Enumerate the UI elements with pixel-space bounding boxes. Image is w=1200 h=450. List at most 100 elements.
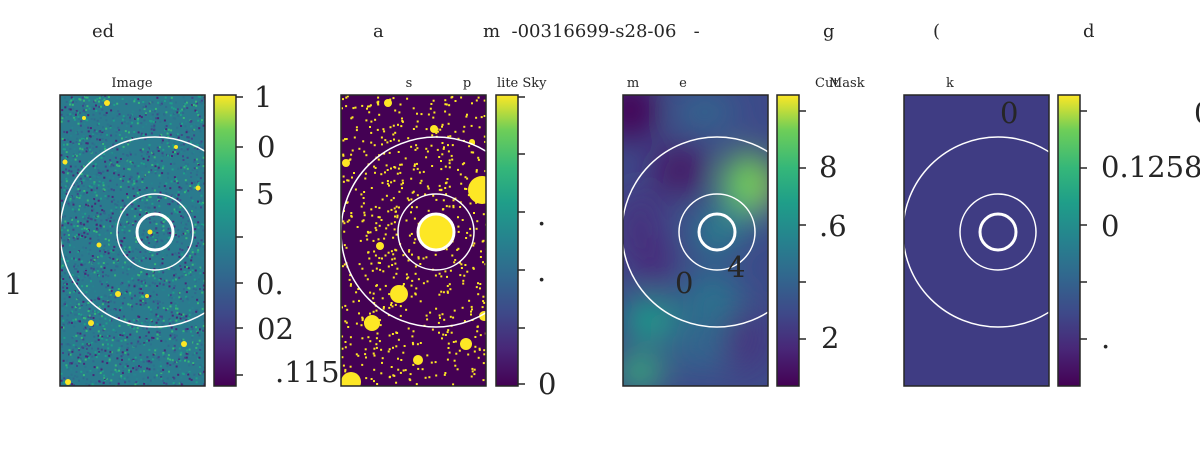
noise-pixel bbox=[179, 122, 182, 125]
noise-pixel bbox=[93, 224, 96, 227]
noise-pixel bbox=[122, 175, 125, 177]
noise-pixel bbox=[155, 117, 158, 120]
noise-pixel bbox=[118, 250, 121, 253]
noise-pixel bbox=[143, 119, 146, 122]
noise-pixel bbox=[158, 365, 161, 368]
noise-pixel bbox=[346, 308, 349, 311]
noise-pixel bbox=[86, 191, 89, 194]
noise-pixel bbox=[124, 239, 127, 242]
noise-pixel bbox=[99, 185, 102, 188]
noise-pixel bbox=[457, 137, 460, 140]
noise-pixel bbox=[76, 332, 79, 335]
noise-pixel bbox=[146, 131, 149, 134]
noise-pixel bbox=[189, 273, 192, 276]
noise-pixel bbox=[66, 143, 69, 146]
noise-pixel bbox=[450, 96, 453, 99]
noise-pixel bbox=[170, 129, 173, 132]
noise-pixel bbox=[199, 130, 202, 133]
noise-pixel bbox=[92, 332, 95, 334]
noise-pixel bbox=[81, 148, 84, 151]
noise-pixel bbox=[184, 100, 186, 103]
noise-pixel bbox=[66, 260, 69, 263]
noise-pixel bbox=[448, 162, 451, 165]
noise-pixel bbox=[69, 353, 72, 356]
noise-pixel bbox=[139, 370, 142, 373]
noise-pixel bbox=[413, 165, 416, 167]
noise-pixel bbox=[84, 358, 87, 361]
noise-pixel bbox=[98, 231, 101, 234]
noise-pixel bbox=[101, 100, 104, 102]
noise-pixel bbox=[412, 363, 415, 366]
noise-pixel bbox=[184, 266, 187, 269]
noise-pixel bbox=[139, 353, 142, 356]
noise-pixel bbox=[402, 351, 405, 354]
noise-pixel bbox=[195, 377, 198, 380]
noise-pixel bbox=[120, 278, 123, 281]
noise-pixel bbox=[154, 166, 157, 169]
noise-pixel bbox=[175, 253, 178, 256]
noise-pixel bbox=[130, 114, 132, 117]
noise-pixel bbox=[61, 307, 64, 310]
noise-pixel bbox=[474, 345, 477, 348]
noise-pixel bbox=[353, 172, 355, 174]
noise-pixel bbox=[412, 330, 415, 333]
noise-pixel bbox=[82, 179, 85, 182]
noise-pixel bbox=[102, 211, 105, 214]
noise-pixel bbox=[407, 276, 410, 279]
noise-pixel bbox=[180, 144, 183, 147]
noise-pixel bbox=[174, 383, 177, 386]
noise-pixel bbox=[126, 220, 128, 223]
noise-pixel bbox=[61, 345, 64, 348]
noise-pixel bbox=[101, 315, 103, 318]
noise-pixel bbox=[123, 202, 126, 205]
noise-pixel bbox=[90, 186, 93, 189]
noise-pixel bbox=[145, 318, 148, 320]
noise-pixel bbox=[100, 348, 103, 351]
noise-pixel bbox=[190, 176, 193, 178]
noise-pixel bbox=[121, 336, 124, 339]
noise-pixel bbox=[199, 150, 202, 153]
noise-pixel bbox=[67, 343, 70, 346]
noise-pixel bbox=[82, 107, 85, 110]
noise-pixel bbox=[392, 197, 395, 200]
noise-pixel bbox=[97, 334, 100, 337]
noise-pixel bbox=[156, 285, 159, 287]
noise-pixel bbox=[369, 126, 371, 128]
noise-pixel bbox=[388, 293, 391, 296]
noise-pixel bbox=[175, 180, 178, 183]
noise-pixel bbox=[65, 177, 68, 180]
noise-pixel bbox=[202, 165, 205, 168]
noise-pixel bbox=[390, 181, 393, 184]
noise-pixel bbox=[114, 243, 117, 246]
noise-pixel bbox=[202, 329, 205, 332]
noise-pixel bbox=[144, 103, 147, 106]
noise-pixel bbox=[69, 197, 72, 200]
noise-pixel bbox=[182, 226, 185, 229]
noise-pixel bbox=[364, 177, 367, 180]
noise-pixel bbox=[78, 358, 81, 361]
noise-pixel bbox=[146, 197, 149, 200]
noise-pixel bbox=[148, 256, 151, 259]
noise-pixel bbox=[140, 284, 143, 287]
noise-pixel bbox=[84, 268, 87, 270]
noise-pixel bbox=[153, 277, 156, 280]
noise-pixel bbox=[171, 194, 174, 196]
noise-pixel bbox=[85, 228, 88, 231]
noise-pixel bbox=[184, 173, 187, 176]
noise-pixel bbox=[95, 368, 98, 371]
noise-pixel bbox=[60, 368, 63, 371]
noise-pixel bbox=[111, 339, 114, 342]
noise-pixel bbox=[123, 246, 126, 249]
noise-pixel bbox=[438, 314, 441, 317]
noise-pixel bbox=[64, 194, 67, 197]
noise-pixel bbox=[457, 168, 459, 171]
noise-pixel bbox=[154, 134, 157, 137]
noise-pixel bbox=[431, 134, 434, 137]
noise-pixel bbox=[117, 172, 120, 175]
noise-pixel bbox=[406, 197, 409, 200]
noise-pixel bbox=[128, 178, 131, 181]
noise-pixel bbox=[187, 214, 190, 217]
noise-pixel bbox=[129, 248, 132, 251]
noise-pixel bbox=[101, 209, 104, 212]
noise-pixel bbox=[109, 308, 112, 311]
